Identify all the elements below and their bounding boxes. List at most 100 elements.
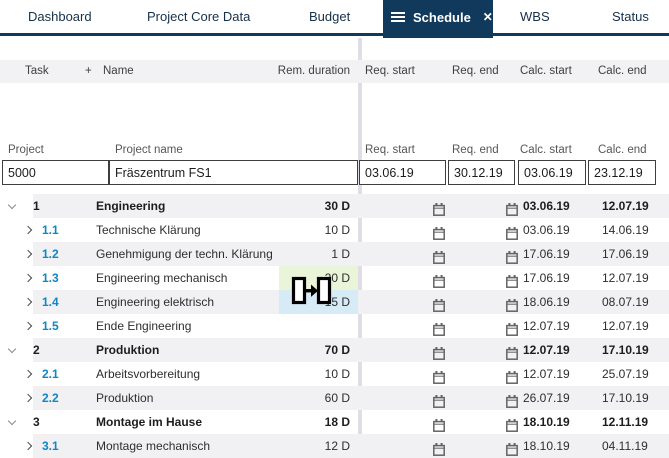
task-number[interactable]: 1 [33,199,40,213]
expander-icon[interactable] [22,242,36,266]
calc-start-date: 17.06.19 [523,271,570,285]
tab-schedule[interactable]: Schedule ✕ [383,0,493,38]
task-number[interactable]: 1.2 [42,247,59,261]
req-end-calendar-icon[interactable] [506,296,518,312]
task-name[interactable]: Genehmigung der techn. Klärung [96,247,273,261]
req-start-calendar-icon[interactable] [433,416,445,432]
req-start-calendar-icon[interactable] [433,272,445,288]
req-start-calendar-icon[interactable] [433,344,445,360]
column-header-calc-end: Calc. end [598,65,647,77]
task-duration[interactable]: 30 D [324,199,350,213]
tab-status[interactable]: Status [612,9,649,24]
tabbar-underline [0,33,669,36]
task-name[interactable]: Arbeitsvorbereitung [96,367,201,381]
task-name[interactable]: Engineering mechanisch [96,271,228,285]
task-number[interactable]: 2.2 [42,391,59,405]
project-calc-start-input[interactable] [518,160,586,185]
req-start-calendar-icon[interactable] [433,320,445,336]
task-number[interactable]: 1.4 [42,295,59,309]
req-start-calendar-icon[interactable] [433,248,445,264]
project-calc-end-input[interactable] [588,160,656,185]
req-end-calendar-icon[interactable] [506,200,518,216]
task-duration[interactable]: 1 D [331,247,350,261]
req-start-calendar-icon[interactable] [433,200,445,216]
expander-icon[interactable] [22,362,36,386]
calc-start-date: 18.06.19 [523,295,570,309]
task-duration[interactable]: 12 D [324,439,350,453]
req-end-calendar-icon[interactable] [506,320,518,336]
task-row: 3 Montage im Hause 18 D 18.10.19 12.11.1… [0,410,669,434]
req-start-calendar-icon[interactable] [433,440,445,456]
project-req-end-input[interactable] [448,160,515,185]
calc-start-date: 03.06.19 [523,199,570,213]
project-req-start-label: Req. start [365,144,415,156]
tab-budget[interactable]: Budget [309,9,351,24]
task-name[interactable]: Engineering elektrisch [96,295,215,309]
task-number[interactable]: 3.1 [42,439,59,453]
calc-end-date: 14.06.19 [602,223,649,237]
expander-icon[interactable] [6,338,20,362]
menu-icon[interactable] [391,10,405,24]
expander-icon[interactable] [6,410,20,434]
req-end-calendar-icon[interactable] [506,272,518,288]
calc-end-date: 12.11.19 [602,415,649,429]
req-end-calendar-icon[interactable] [506,344,518,360]
close-icon[interactable]: ✕ [482,9,493,24]
req-start-calendar-icon[interactable] [433,368,445,384]
req-end-calendar-icon[interactable] [506,440,518,456]
tab-wbs[interactable]: WBS [520,9,550,24]
task-name[interactable]: Montage mechanisch [96,439,211,453]
expander-icon[interactable] [22,434,36,458]
task-duration[interactable]: 10 D [324,367,350,381]
task-duration[interactable]: 10 D [324,223,350,237]
req-end-calendar-icon[interactable] [506,248,518,264]
project-req-start-input[interactable] [359,160,446,185]
column-header-task: Task [25,65,49,77]
task-name[interactable]: Montage im Hause [96,415,203,429]
project-label: Project [8,144,44,156]
task-number[interactable]: 1.3 [42,271,59,285]
task-duration[interactable]: 18 D [324,415,350,429]
expander-icon[interactable] [22,266,36,290]
task-duration[interactable]: 70 D [324,343,350,357]
task-number[interactable]: 1.1 [42,223,59,237]
task-number[interactable]: 2.1 [42,367,59,381]
req-end-calendar-icon[interactable] [506,368,518,384]
req-end-calendar-icon[interactable] [506,416,518,432]
req-start-calendar-icon[interactable] [433,392,445,408]
task-name[interactable]: Technische Klärung [96,223,201,237]
task-row: 1.3 Engineering mechanisch 20 D 17.06.19… [0,266,669,290]
expander-icon[interactable] [22,314,36,338]
task-number[interactable]: 1.5 [42,319,59,333]
task-name[interactable]: Produktion [96,391,154,405]
calc-end-date: 17.06.19 [602,247,649,261]
expander-icon[interactable] [6,194,20,218]
calc-end-date: 08.07.19 [602,295,649,309]
expander-icon[interactable] [22,218,36,242]
req-start-calendar-icon[interactable] [433,296,445,312]
task-number[interactable]: 3 [33,415,40,429]
task-name[interactable]: Ende Engineering [96,319,192,333]
req-start-calendar-icon[interactable] [433,224,445,240]
expander-icon[interactable] [22,386,36,410]
tab-project-core-data[interactable]: Project Core Data [147,9,251,24]
task-number[interactable]: 2 [33,343,40,357]
tab-dashboard[interactable]: Dashboard [28,9,92,24]
calc-start-date: 12.07.19 [523,367,570,381]
task-name[interactable]: Engineering [96,199,166,213]
project-name-input[interactable] [109,160,358,185]
task-duration[interactable]: 60 D [324,391,350,405]
expander-icon[interactable] [22,290,36,314]
duration-cell[interactable] [279,314,358,338]
add-column-icon[interactable]: + [85,65,92,77]
calc-start-date: 18.10.19 [523,415,570,429]
req-end-calendar-icon[interactable] [506,224,518,240]
task-row: 1 Engineering 30 D 03.06.19 12.07.19 [0,194,669,218]
project-id-input[interactable] [2,160,109,185]
req-end-calendar-icon[interactable] [506,392,518,408]
task-name[interactable]: Produktion [96,343,160,357]
column-header-row: Task + Name Rem. duration Req. start Req… [0,60,669,83]
project-calc-end-label: Calc. end [598,144,647,156]
calc-end-date: 12.07.19 [602,319,649,333]
